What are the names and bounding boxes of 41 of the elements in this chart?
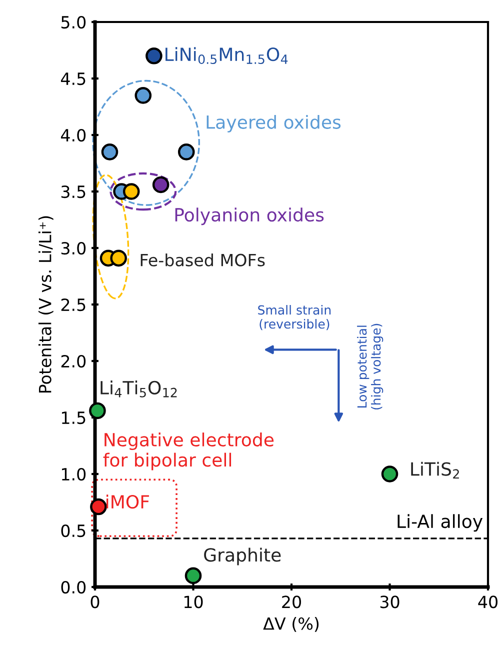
y-tick-label: 3.0 — [61, 242, 86, 255]
y-tick-label: 0.5 — [61, 524, 86, 538]
y-tick-label: 2.5 — [61, 298, 86, 312]
annotation: Graphite — [204, 548, 281, 566]
y-tick-label: 1.0 — [62, 468, 86, 481]
point — [146, 48, 162, 64]
point — [122, 183, 140, 200]
annotation: Fe-based MOFs — [140, 253, 265, 266]
point — [381, 466, 398, 482]
x-tick-label: 20 — [282, 596, 301, 608]
x-axis-title: ΔV (%) — [263, 617, 319, 632]
annotation: iMOF — [106, 494, 149, 509]
annotation: Polyanion oxides — [175, 208, 324, 226]
x-tick-label: 0 — [90, 596, 100, 608]
y-tick-label: 1.5 — [62, 412, 86, 424]
annotation: Negative electrode for bipolar cell — [103, 432, 274, 470]
point — [101, 144, 118, 160]
point — [152, 176, 170, 194]
point — [184, 567, 202, 584]
annotation: Small strain (reversible) — [258, 305, 331, 330]
annotation: Low potential (high voltage) — [357, 324, 384, 410]
x-tick-label: 40 — [478, 596, 498, 608]
annotation: Layered oxides — [206, 114, 341, 132]
annotation: LiNi$_{0.5}$Mn$_{1.5}$O$_{4}$ — [166, 47, 288, 64]
y-tick-label: 5.0 — [61, 16, 86, 29]
point — [90, 498, 107, 516]
annotation: LiTiS$_{2}$ — [411, 462, 459, 479]
point — [89, 402, 106, 420]
y-tick-label: 2.0 — [61, 354, 86, 368]
point — [178, 144, 195, 160]
x-tick-label: 30 — [380, 596, 400, 608]
point — [134, 87, 152, 104]
x-tick-label: 10 — [184, 596, 203, 608]
y-axis-title: Potenital (V vs. Li/Li⁺) — [38, 216, 54, 393]
annotation: Li$_{4}$Ti$_{5}$O$_{12}$ — [100, 380, 177, 398]
ref-line-label: Li-Al alloy — [398, 514, 483, 532]
point — [110, 250, 127, 267]
y-tick-label: 0.0 — [61, 580, 86, 594]
y-tick-label: 3.5 — [61, 185, 86, 198]
y-tick-label: 4.5 — [60, 72, 86, 86]
y-tick-label: 4.0 — [60, 128, 86, 142]
